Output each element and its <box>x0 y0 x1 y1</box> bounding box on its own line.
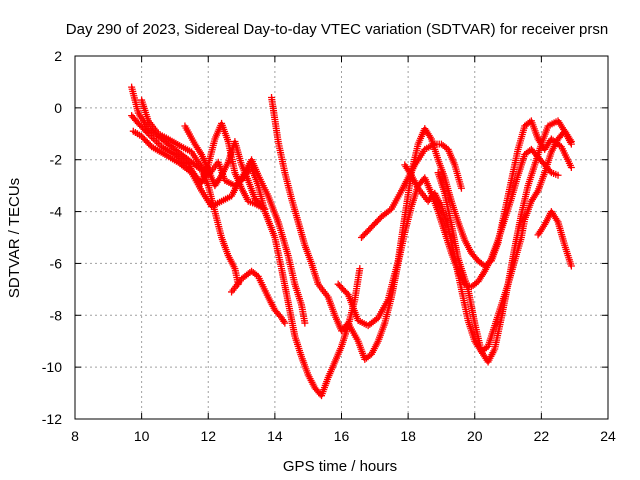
y-tick-label: 0 <box>54 100 62 116</box>
x-tick-label: 8 <box>71 428 79 444</box>
plus-marker <box>153 138 161 146</box>
plus-marker <box>356 265 364 273</box>
x-tick-label: 10 <box>134 428 150 444</box>
plus-marker <box>281 319 289 327</box>
plus-marker <box>156 141 164 149</box>
plus-marker <box>236 178 244 186</box>
y-tick-label: -4 <box>50 204 63 220</box>
y-axis-label: SDTVAR / TECUs <box>6 178 23 298</box>
x-tick-label: 12 <box>200 428 216 444</box>
chart-title: Day 290 of 2023, Sidereal Day-to-day VTE… <box>66 21 608 38</box>
data-marks <box>128 83 575 400</box>
y-tick-label: -8 <box>50 307 63 323</box>
series-track-6 <box>228 267 289 327</box>
y-tick-label: 2 <box>54 48 62 64</box>
plus-marker <box>567 262 575 270</box>
x-tick-label: 16 <box>334 428 350 444</box>
series-track-12 <box>534 208 575 270</box>
plus-marker <box>154 140 162 148</box>
plus-marker <box>148 133 156 141</box>
plus-marker <box>258 202 266 210</box>
x-tick-label: 24 <box>600 428 616 444</box>
plus-marker <box>144 130 152 138</box>
x-tick-label: 22 <box>534 428 550 444</box>
x-axis-label: GPS time / hours <box>283 458 397 475</box>
series-track-11 <box>434 117 575 366</box>
y-tick-label: -10 <box>42 359 62 375</box>
plus-marker <box>457 184 465 192</box>
plus-marker <box>256 201 264 209</box>
y-tick-label: -6 <box>50 255 63 271</box>
plus-marker <box>151 136 159 144</box>
plus-marker <box>143 128 151 136</box>
plot-frame <box>74 55 609 420</box>
grid <box>75 56 608 419</box>
plus-marker <box>554 171 562 179</box>
plus-marker <box>567 140 575 148</box>
x-tick-label: 20 <box>467 428 483 444</box>
series-track-5 <box>181 122 266 210</box>
plus-marker <box>567 163 575 171</box>
y-tick-label: -2 <box>50 152 63 168</box>
x-tick-label: 14 <box>267 428 283 444</box>
series-track-4 <box>138 96 364 400</box>
plus-marker <box>149 135 157 143</box>
plus-marker <box>301 319 309 327</box>
plus-marker <box>146 131 154 139</box>
x-tick-label: 18 <box>400 428 416 444</box>
y-tick-label: -12 <box>42 411 62 427</box>
